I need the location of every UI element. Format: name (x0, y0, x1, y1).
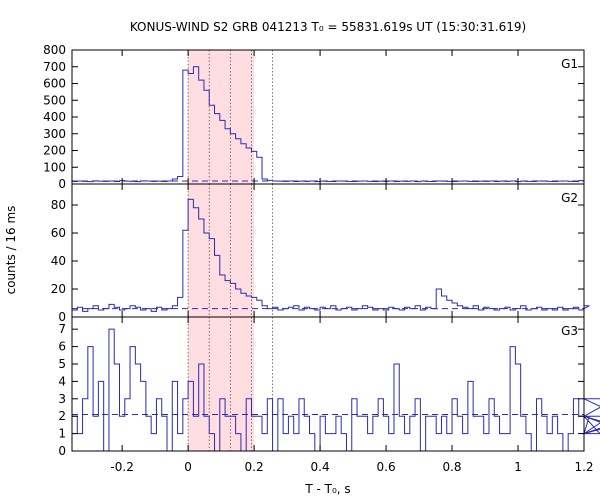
y-tick-label: 500 (43, 93, 66, 107)
y-tick-label: 0 (58, 310, 66, 324)
panel-g3: 0 1 2 3 4 5 6 7 G3 (58, 316, 600, 458)
histogram-g2 (72, 198, 590, 312)
panel-frame (71, 183, 585, 318)
panel-frame (71, 316, 585, 452)
panel-label: G1 (561, 57, 578, 71)
y-tick-label: 0 (58, 444, 66, 458)
y-tick-label: 5 (58, 357, 66, 371)
panel-g2: 0 20 40 60 80 G2 (51, 183, 590, 324)
x-tick-label: 0 (184, 460, 192, 474)
x-tick-label: 0.8 (442, 460, 461, 474)
panel-label: G3 (561, 324, 578, 338)
y-tick-label: 40 (51, 254, 66, 268)
y-tick-label: 4 (58, 374, 66, 388)
x-axis-label: T - T₀, s (304, 482, 350, 496)
y-tick-label: 0 (58, 177, 66, 191)
shaded-interval (188, 317, 255, 451)
y-axis-label: counts / 16 ms (4, 206, 18, 295)
y-tick-label: 20 (51, 282, 66, 296)
shaded-interval (188, 50, 255, 184)
y-tick-label: 2 (58, 409, 66, 423)
y-tick-label: 1 (58, 427, 66, 441)
y-tick-label: 3 (58, 392, 66, 406)
y-tick-label: 300 (43, 127, 66, 141)
y-tick-label: 7 (58, 322, 66, 336)
x-tick-label: 1.2 (574, 460, 593, 474)
chart-title: KONUS-WIND S2 GRB 041213 T₀ = 55831.619s… (130, 20, 526, 34)
y-tick-label: 6 (58, 340, 66, 354)
panel-frame (71, 49, 585, 185)
y-tick-label: 80 (51, 198, 66, 212)
histogram-g1 (72, 66, 584, 183)
y-tick-label: 800 (43, 43, 66, 57)
y-tick-label: 100 (43, 160, 66, 174)
x-tick-label: -0.2 (110, 460, 133, 474)
y-tick-label: 60 (51, 226, 66, 240)
x-tick-label: 0.4 (311, 460, 330, 474)
y-tick-label: 200 (43, 144, 66, 158)
panels-layer: 0 100 200 300 400 500 600 700 800 G1 0 20 40 60 80 G2 0 1… (43, 43, 600, 458)
y-tick-label: 400 (43, 110, 66, 124)
y-tick-label: 700 (43, 60, 66, 74)
y-tick-label: 600 (43, 77, 66, 91)
histogram-g3 (72, 328, 600, 452)
panel-g1: 0 100 200 300 400 500 600 700 800 G1 (43, 43, 585, 191)
x-tick-label: 0.6 (377, 460, 396, 474)
shaded-interval (188, 184, 255, 317)
x-tick-label: 0.2 (245, 460, 264, 474)
x-tick-label: 1 (514, 460, 522, 474)
panel-label: G2 (561, 191, 578, 205)
x-tick-labels: -0.2 0 0.2 0.4 0.6 0.8 1 1.2 (110, 460, 593, 474)
